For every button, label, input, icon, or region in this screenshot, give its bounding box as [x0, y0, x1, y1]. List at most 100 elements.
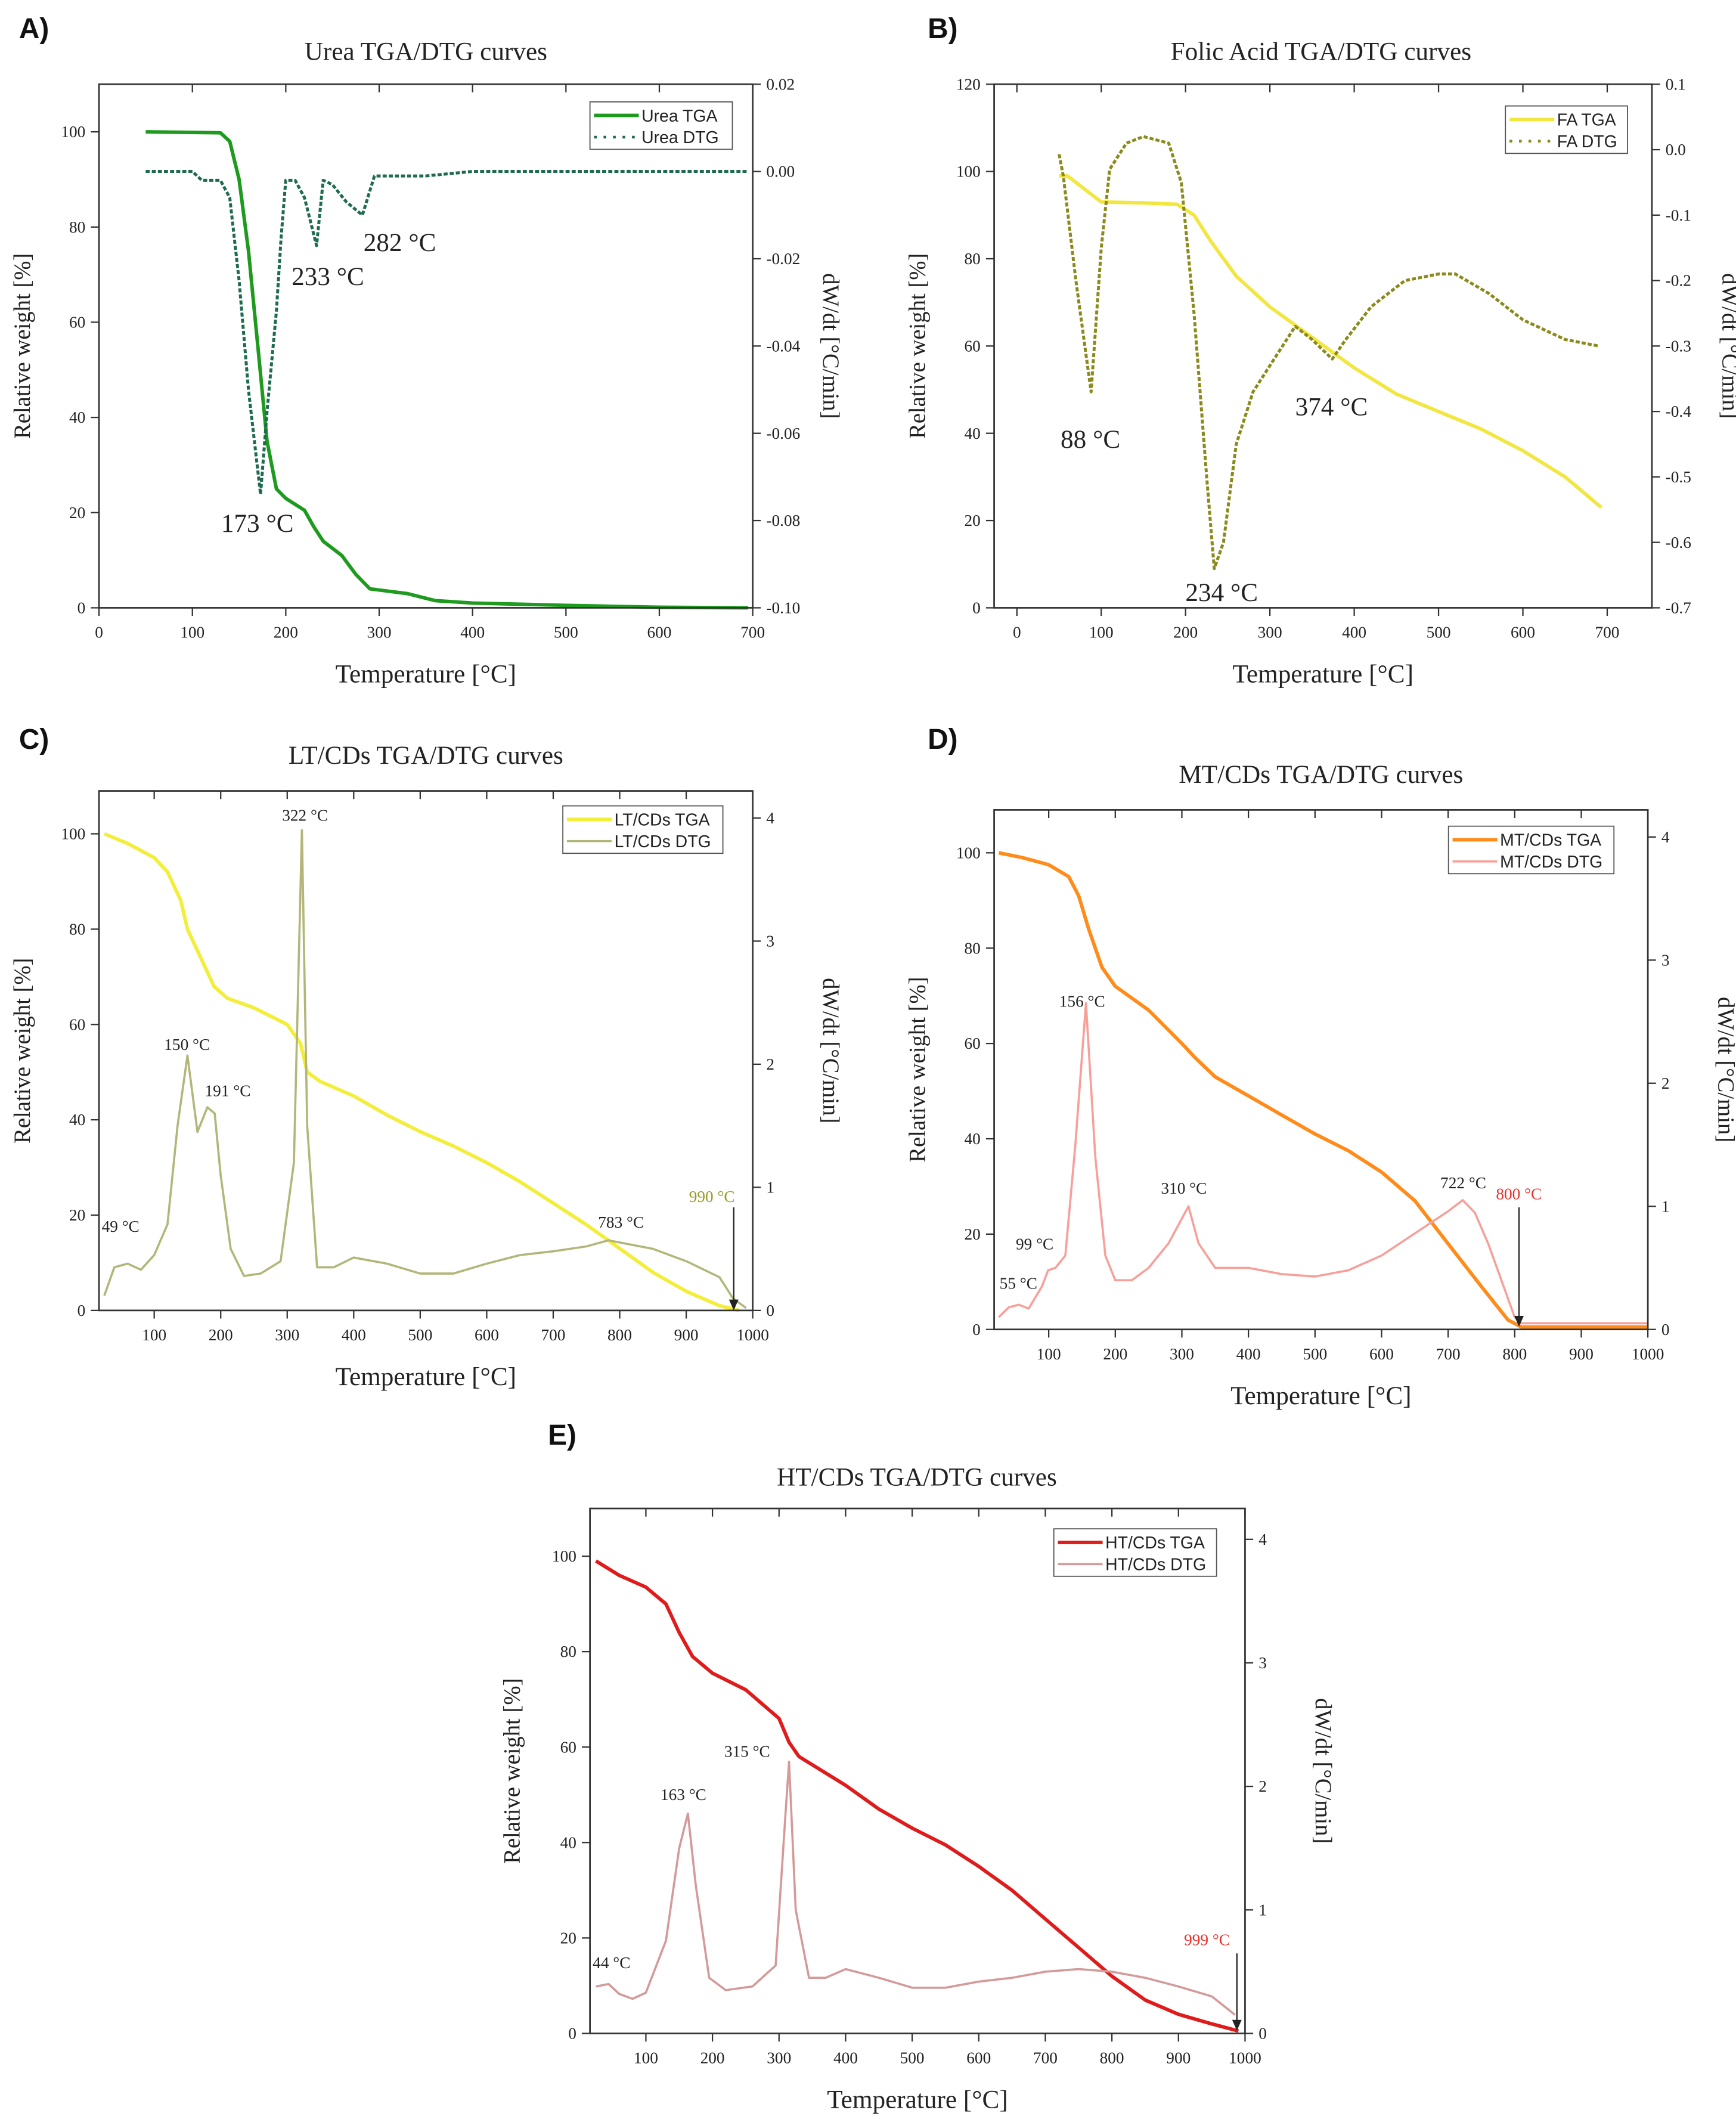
y2-axis-label: dW/dt [°C/min] — [818, 273, 843, 419]
y2-tick-label: 0.02 — [766, 75, 795, 93]
x-axis-label: Temperature [°C] — [336, 1362, 516, 1391]
peak-annotation: 88 °C — [1061, 425, 1120, 454]
y2-tick-label: -0.02 — [766, 250, 800, 268]
x-tick-label: 100 — [180, 623, 204, 641]
peak-annotation: 234 °C — [1185, 578, 1258, 607]
x-tick-label: 200 — [1173, 623, 1198, 641]
x-tick-label: 100 — [1037, 1345, 1061, 1363]
x-tick-label: 700 — [541, 1326, 565, 1344]
y2-tick-label: 4 — [1661, 828, 1670, 846]
panel-label: D) — [928, 724, 957, 755]
panel-label: C) — [19, 724, 49, 755]
legend-label: HT/CDs DTG — [1105, 1556, 1206, 1575]
series-line-ht-cds-tga — [595, 1559, 1239, 2033]
peak-annotation: 310 °C — [1161, 1179, 1207, 1197]
peak-annotation: 374 °C — [1295, 392, 1368, 421]
chart-title: LT/CDs TGA/DTG curves — [289, 741, 563, 770]
y-tick-label: 100 — [956, 844, 981, 862]
chart-title: Folic Acid TGA/DTG curves — [1171, 37, 1472, 66]
plot-frame — [589, 1507, 1246, 2034]
series-line-urea-tga — [145, 130, 748, 610]
x-tick-label: 0 — [1013, 623, 1021, 641]
y2-tick-label: -0.3 — [1666, 337, 1691, 355]
x-tick-label: 300 — [1170, 1345, 1194, 1363]
x-tick-label: 100 — [1089, 623, 1114, 641]
y-tick-label: 120 — [956, 75, 981, 93]
series-line-fa-tga — [1059, 174, 1602, 509]
peak-annotation: 282 °C — [364, 228, 436, 257]
x-tick-label: 700 — [1595, 623, 1620, 641]
peak-annotation: 150 °C — [164, 1036, 210, 1054]
legend-box — [562, 805, 724, 854]
peak-annotation: 315 °C — [724, 1742, 770, 1760]
x-tick-label: 200 — [700, 2049, 725, 2067]
y-tick-label: 0 — [568, 2025, 576, 2043]
peak-annotation: 990 °C — [689, 1188, 735, 1206]
x-tick-label: 700 — [1436, 1345, 1461, 1363]
x-tick-label: 600 — [475, 1326, 499, 1344]
legend-label: Urea DTG — [641, 128, 719, 147]
series-line-ht-cds-dtg — [596, 1760, 1236, 2016]
chart-title: Urea TGA/DTG curves — [305, 37, 547, 66]
y-tick-label: 40 — [965, 425, 981, 442]
x-tick-label: 500 — [900, 2049, 925, 2067]
series-line-urea-dtg — [145, 170, 748, 496]
y-tick-label: 20 — [69, 504, 85, 522]
y2-tick-label: 0 — [1661, 1321, 1670, 1339]
y2-tick-label: -0.7 — [1666, 599, 1691, 617]
y-tick-label: 60 — [69, 314, 85, 332]
y2-tick-label: -0.2 — [1666, 272, 1691, 290]
y-tick-label: 100 — [61, 825, 85, 843]
x-tick-label: 900 — [1569, 1345, 1594, 1363]
legend: Urea TGA Urea DTG — [589, 101, 733, 150]
y2-axis-label: dW/dt [°C/min] — [1713, 997, 1736, 1142]
y-axis-label: Relative weight [%] — [906, 977, 931, 1162]
chart-title: HT/CDs TGA/DTG curves — [777, 1463, 1057, 1491]
y-tick-label: 100 — [552, 1547, 576, 1565]
peak-annotation: 163 °C — [661, 1786, 706, 1804]
y2-tick-label: 4 — [766, 809, 774, 827]
x-tick-label: 600 — [647, 623, 671, 641]
x-tick-label: 300 — [367, 623, 392, 641]
x-tick-label: 700 — [740, 623, 765, 641]
legend-label: LT/CDs DTG — [615, 832, 711, 851]
x-tick-label: 800 — [607, 1326, 632, 1344]
series-line-fa-dtg — [1058, 135, 1599, 571]
peak-annotation: 233 °C — [292, 262, 364, 291]
panel-label: E) — [548, 1420, 576, 1451]
chart-title: MT/CDs TGA/DTG curves — [1179, 760, 1463, 789]
peak-annotation: 783 °C — [598, 1213, 644, 1231]
arrow-head-icon — [728, 1299, 739, 1311]
y-tick-label: 80 — [965, 250, 981, 268]
x-axis-label: Temperature [°C] — [827, 2086, 1008, 2114]
x-tick-label: 1000 — [1632, 1345, 1664, 1363]
y-tick-label: 60 — [560, 1738, 576, 1756]
y2-axis-label: dW/dt [°C/min] — [1310, 1698, 1335, 1844]
x-tick-label: 400 — [342, 1326, 366, 1344]
x-tick-label: 200 — [274, 623, 298, 641]
peak-annotation: 44 °C — [593, 1954, 630, 1972]
x-tick-label: 400 — [1342, 623, 1366, 641]
y2-tick-label: 2 — [1258, 1777, 1267, 1795]
plot-frame — [993, 809, 1649, 1331]
y2-tick-label: -0.04 — [766, 337, 800, 355]
x-axis-label: Temperature [°C] — [1230, 1381, 1411, 1410]
x-tick-label: 700 — [1033, 2049, 1058, 2067]
y2-tick-label: -0.10 — [766, 599, 800, 617]
y2-tick-label: 1 — [1661, 1197, 1670, 1215]
y2-tick-label: 3 — [1258, 1654, 1267, 1672]
legend-label: MT/CDs DTG — [1500, 853, 1602, 872]
x-axis-label: Temperature [°C] — [336, 660, 516, 689]
y2-tick-label: 2 — [1661, 1074, 1670, 1092]
x-tick-label: 400 — [833, 2049, 858, 2067]
y-tick-label: 80 — [560, 1643, 576, 1660]
peak-annotation: 55 °C — [1000, 1274, 1037, 1292]
x-tick-label: 800 — [1100, 2049, 1124, 2067]
arrow-head-icon — [1514, 1315, 1524, 1327]
y-tick-label: 0 — [78, 1302, 86, 1319]
y2-tick-label: 4 — [1258, 1531, 1267, 1548]
x-axis-label: Temperature [°C] — [1233, 660, 1413, 689]
